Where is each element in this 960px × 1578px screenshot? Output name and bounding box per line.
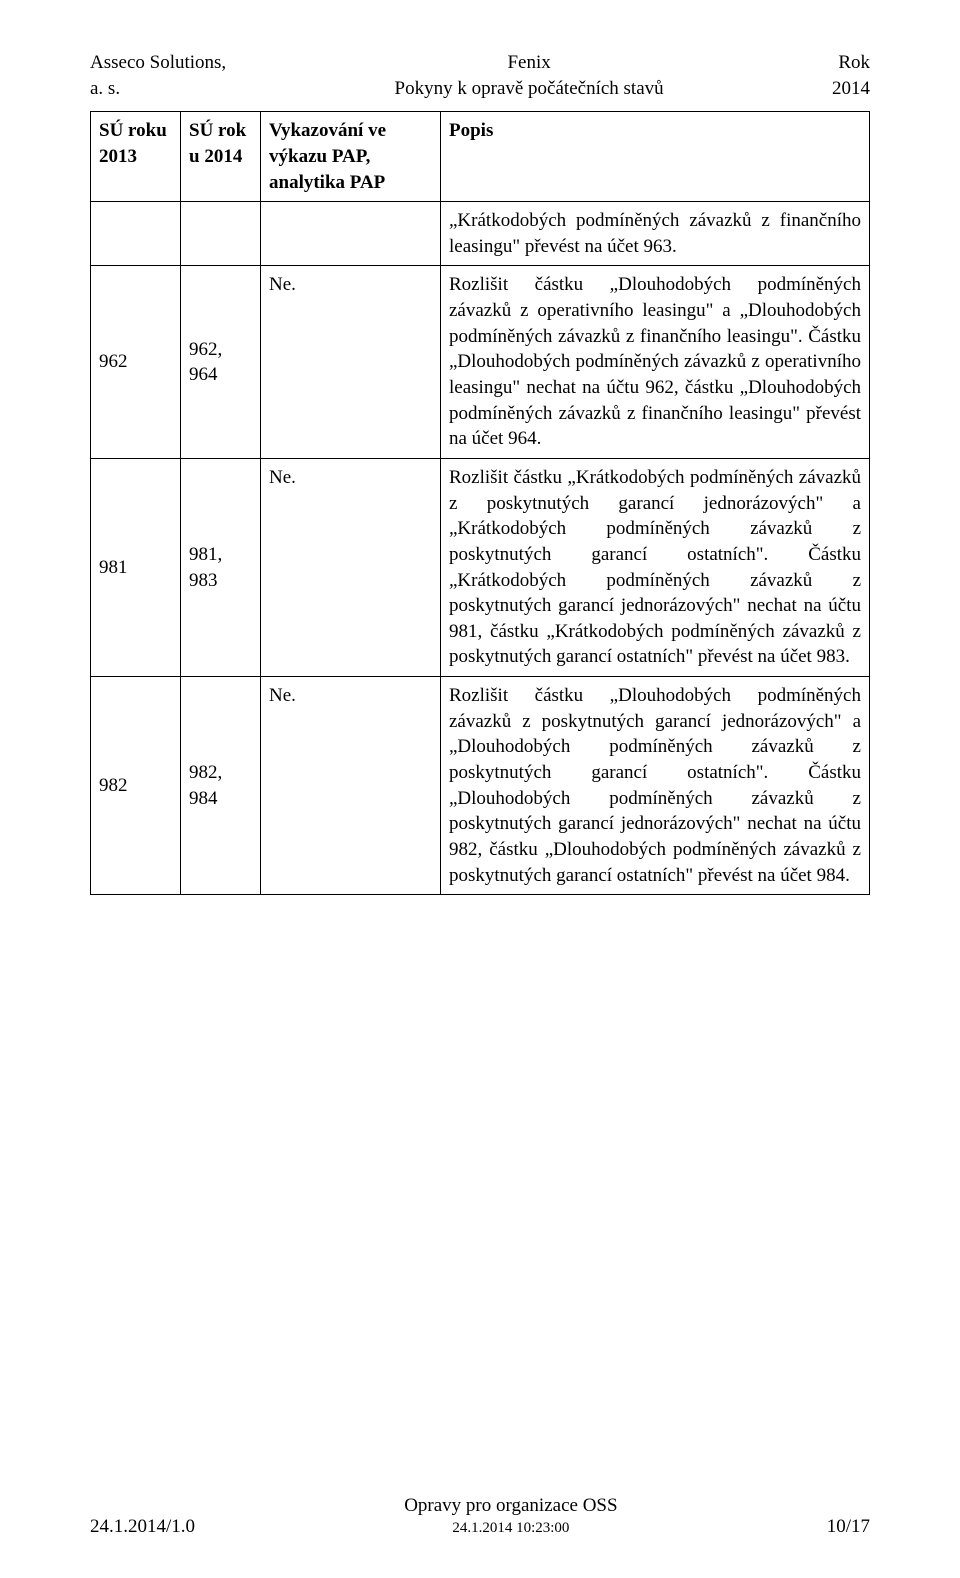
cell-popis: Rozlišit částku „Krátkodobých podmíněnýc…: [441, 458, 870, 676]
cell-popis: Rozlišit částku „Dlouhodobých podmíněnýc…: [441, 677, 870, 895]
table-header-row: SÚ roku 2013 SÚ rok u 2014 Vykazování ve…: [91, 112, 870, 202]
col-header-su-2013: SÚ roku 2013: [91, 112, 181, 202]
cell-popis: Rozlišit částku „Dlouhodobých podmíněnýc…: [441, 266, 870, 458]
cell-su2013: [91, 202, 181, 266]
header-left-line2: a. s.: [90, 76, 226, 102]
footer-center-line1: Opravy pro organizace OSS: [195, 1494, 827, 1519]
header-right: Rok 2014: [832, 50, 870, 101]
header-center-line2: Pokyny k opravě počátečních stavů: [226, 76, 832, 102]
col-header-popis: Popis: [441, 112, 870, 202]
table-row: 981 981, 983 Ne. Rozlišit částku „Krátko…: [91, 458, 870, 676]
header-left: Asseco Solutions, a. s.: [90, 50, 226, 101]
cell-pap: Ne.: [261, 458, 441, 676]
footer-center-line2: 24.1.2014 10:23:00: [195, 1519, 827, 1539]
cell-su2013: 962: [91, 266, 181, 458]
cell-pap: [261, 202, 441, 266]
cell-su2014: 962, 964: [181, 266, 261, 458]
page-footer: 24.1.2014/1.0 Opravy pro organizace OSS …: [90, 1494, 870, 1538]
page-header: Asseco Solutions, a. s. Fenix Pokyny k o…: [90, 50, 870, 101]
main-table: SÚ roku 2013 SÚ rok u 2014 Vykazování ve…: [90, 111, 870, 895]
header-right-line2: 2014: [832, 76, 870, 102]
cell-su2014: 981, 983: [181, 458, 261, 676]
col-header-pap: Vykazování ve výkazu PAP, analytika PAP: [261, 112, 441, 202]
cell-pap: Ne.: [261, 677, 441, 895]
cell-su2014: 982, 984: [181, 677, 261, 895]
col-header-su-2014: SÚ rok u 2014: [181, 112, 261, 202]
header-center: Fenix Pokyny k opravě počátečních stavů: [226, 50, 832, 101]
header-center-line1: Fenix: [226, 50, 832, 76]
cell-pap: Ne.: [261, 266, 441, 458]
cell-popis: „Krátkodobých podmíněných závazků z fina…: [441, 202, 870, 266]
footer-right: 10/17: [827, 1516, 870, 1538]
table-row: 982 982, 984 Ne. Rozlišit částku „Dlouho…: [91, 677, 870, 895]
cell-su2014: [181, 202, 261, 266]
cell-su2013: 982: [91, 677, 181, 895]
footer-center: Opravy pro organizace OSS 24.1.2014 10:2…: [195, 1494, 827, 1538]
table-row: „Krátkodobých podmíněných závazků z fina…: [91, 202, 870, 266]
header-right-line1: Rok: [832, 50, 870, 76]
cell-su2013: 981: [91, 458, 181, 676]
table-row: 962 962, 964 Ne. Rozlišit částku „Dlouho…: [91, 266, 870, 458]
header-left-line1: Asseco Solutions,: [90, 50, 226, 76]
page: Asseco Solutions, a. s. Fenix Pokyny k o…: [0, 0, 960, 1578]
footer-left: 24.1.2014/1.0: [90, 1516, 195, 1538]
